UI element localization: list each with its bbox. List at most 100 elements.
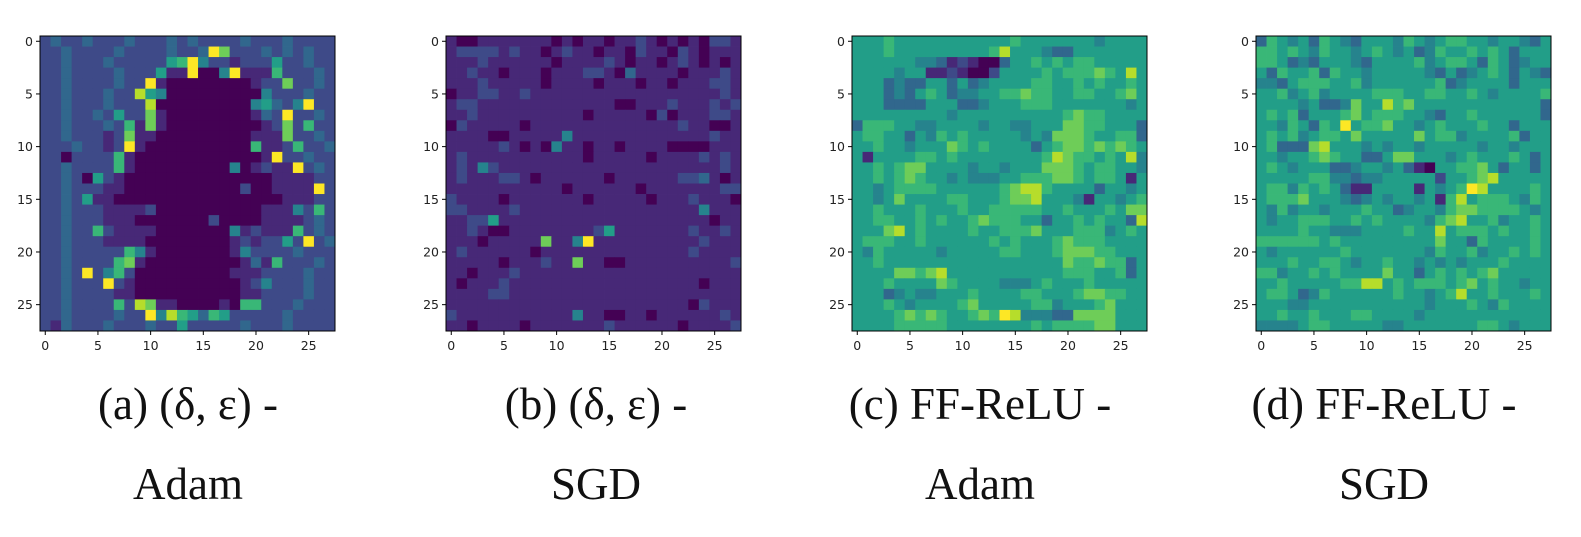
heatmap-cell: [967, 162, 979, 174]
heatmap-cell: [261, 120, 273, 132]
y-tick-label: 20: [829, 244, 845, 259]
heatmap-cell: [467, 320, 479, 332]
heatmap-cell: [1498, 267, 1510, 279]
heatmap-cell: [134, 320, 146, 332]
caption-c-line1: (c) FF-ReLU -: [848, 379, 1112, 429]
heatmap-cell: [730, 162, 742, 174]
heatmap-cell: [261, 46, 273, 58]
heatmap-cell: [561, 320, 573, 332]
heatmap-cell: [936, 130, 948, 142]
heatmap-cell: [208, 299, 220, 311]
heatmap-cell: [313, 215, 325, 227]
heatmap-cell: [1477, 246, 1489, 258]
heatmap-cell: [635, 172, 647, 184]
y-tick-label: 10: [17, 139, 33, 154]
heatmap-cell: [1456, 36, 1468, 47]
heatmap-cell: [1041, 309, 1053, 321]
heatmap-cell: [677, 162, 689, 174]
heatmap-cell: [1010, 204, 1021, 216]
heatmap-cell: [988, 88, 1000, 100]
heatmap-cell: [61, 162, 73, 174]
heatmap-cell: [677, 141, 689, 153]
heatmap-cell: [1052, 88, 1064, 100]
heatmap-cell: [1020, 320, 1032, 332]
heatmap-cell: [1287, 183, 1299, 195]
y-tick-label: 5: [1241, 86, 1249, 101]
heatmap-cell: [883, 246, 895, 258]
heatmap-cell: [250, 267, 262, 279]
heatmap-cell: [709, 215, 721, 227]
heatmap-cell: [719, 99, 731, 111]
heatmap-cell: [40, 141, 51, 153]
heatmap-cell: [250, 225, 262, 237]
heatmap-cell: [1041, 278, 1053, 290]
heatmap-cell: [124, 225, 136, 237]
heatmap-cell: [1414, 246, 1425, 258]
heatmap-cell: [551, 88, 563, 100]
heatmap-cell: [292, 130, 304, 142]
heatmap-cell: [1466, 257, 1478, 269]
heatmap-cell: [208, 257, 220, 269]
heatmap-cell: [1041, 67, 1053, 79]
heatmap-cell: [936, 88, 948, 100]
heatmap-cell: [446, 130, 457, 142]
heatmap-cell: [530, 183, 542, 195]
heatmap-cell: [1287, 57, 1299, 69]
heatmap-cell: [176, 67, 188, 79]
heatmap-cell: [1414, 183, 1425, 195]
heatmap-cell: [208, 225, 220, 237]
heatmap-cell: [82, 172, 94, 184]
heatmap-cell: [250, 141, 262, 153]
heatmap-cell: [883, 57, 895, 69]
heatmap-cell: [635, 215, 647, 227]
heatmap-cell: [1361, 78, 1373, 90]
heatmap-cell: [155, 183, 167, 195]
heatmap-cell: [509, 57, 521, 69]
panel-d: 0 5 10 15 20 25 0 5 10 15 20 25 (d) FF-ReLU - SGD: [1216, 0, 1581, 537]
heatmap-cell: [925, 204, 937, 216]
heatmap-cell: [1256, 204, 1267, 216]
heatmap-cell: [82, 130, 94, 142]
heatmap-cell: [198, 99, 209, 111]
heatmap-cell: [92, 109, 104, 121]
heatmap-cell: [646, 225, 658, 237]
heatmap-cell: [1382, 299, 1394, 311]
heatmap-cell: [467, 36, 479, 47]
heatmap-cell: [92, 204, 104, 216]
heatmap-cell: [124, 183, 136, 195]
heatmap-cell: [1319, 288, 1331, 300]
heatmap-cell: [292, 288, 304, 300]
heatmap-cell: [561, 46, 573, 58]
heatmap-cell: [894, 194, 906, 205]
heatmap-cell: [873, 151, 885, 163]
heatmap-cell: [1083, 236, 1095, 248]
heatmap-cell: [1319, 267, 1331, 279]
heatmap-cell: [261, 67, 273, 79]
heatmap-cell: [730, 278, 742, 290]
heatmap-cell: [313, 130, 325, 142]
x-tick-label: 15: [1007, 338, 1023, 353]
heatmap-cell: [208, 288, 220, 300]
heatmap-cell: [709, 320, 721, 332]
heatmap-cell: [313, 288, 325, 300]
heatmap-cell: [1529, 288, 1541, 300]
heatmap-cell: [103, 257, 115, 269]
heatmap-cell: [1540, 109, 1552, 121]
heatmap-cell: [967, 204, 979, 216]
heatmap-cell: [561, 78, 573, 90]
heatmap-cell: [915, 299, 927, 311]
heatmap-cell: [509, 183, 521, 195]
heatmap-cell: [282, 109, 294, 121]
heatmap-cell: [229, 194, 241, 205]
heatmap-cell: [1329, 183, 1341, 195]
heatmap-cell: [1256, 236, 1267, 248]
heatmap-cell: [82, 267, 94, 279]
heatmap-cell: [1010, 278, 1021, 290]
heatmap-cell: [456, 183, 468, 195]
heatmap-cell: [1498, 120, 1510, 132]
heatmap-cell: [1329, 288, 1341, 300]
heatmap-cell: [852, 257, 863, 269]
heatmap-cell: [883, 130, 895, 142]
heatmap-cell: [1298, 130, 1310, 142]
heatmap-cell: [883, 141, 895, 153]
